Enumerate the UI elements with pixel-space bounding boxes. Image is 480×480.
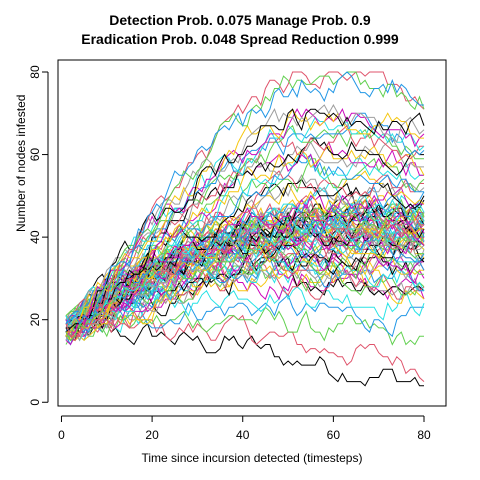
series-line [66,314,425,382]
series-line [65,157,425,317]
series-line [65,174,425,325]
x-tick-label: 40 [236,428,250,442]
y-tick-label: 80 [28,65,42,79]
x-tick-label: 80 [417,428,431,442]
series-line [65,116,425,329]
series-line [66,322,424,387]
series-line [65,203,425,338]
series-line [65,71,425,342]
series-line [66,108,425,333]
series-line [66,285,425,334]
y-tick-label: 0 [28,399,42,406]
series-line [65,103,425,329]
x-axis-label: Time since incursion detected (timesteps… [141,451,363,465]
series-line [65,71,425,337]
x-tick-label: 0 [58,428,65,442]
series-line [66,211,424,325]
series-line [65,306,424,346]
series-line [66,248,424,333]
series-line [65,294,424,342]
series-line [66,108,425,329]
series-line [65,211,425,325]
x-tick-label: 60 [327,428,341,442]
y-axis-label: Number of nodes infested [14,94,28,232]
chart-title: Detection Prob. 0.075 Manage Prob. 0.9 [109,12,371,28]
series-line [65,71,424,325]
series-line [66,124,424,337]
series-line [65,137,424,333]
series-line [65,178,425,333]
y-tick-label: 40 [28,230,42,244]
plot-frame [57,59,447,407]
y-tick-label: 20 [28,313,42,327]
chart-subtitle: Eradication Prob. 0.048 Spread Reduction… [81,31,399,47]
x-tick-label: 20 [145,428,159,442]
series-line [66,108,424,333]
series-layer [65,71,425,387]
series-line [65,137,424,341]
y-tick-label: 60 [28,148,42,162]
axis-layer: 0 20 40 60 80 0 20 40 60 80 [28,65,431,442]
series-line [65,194,424,325]
